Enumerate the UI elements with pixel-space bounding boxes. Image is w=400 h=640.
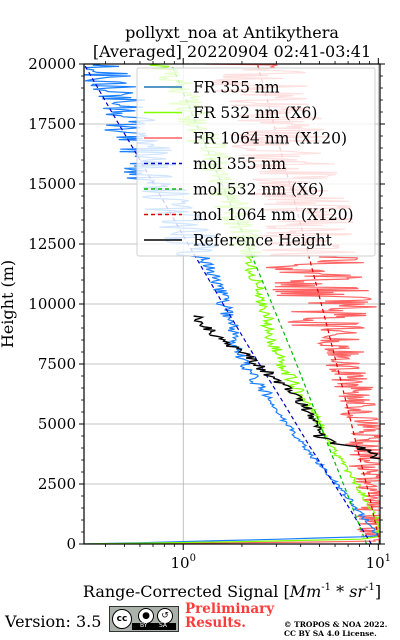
y-tick-label: 7500	[38, 355, 76, 373]
cc-license-badge: cc ● ↺ BY SA	[109, 606, 179, 632]
y-tick-label: 10000	[28, 295, 76, 313]
y-tick-label: 15000	[28, 175, 76, 193]
mol-532-line	[170, 64, 368, 544]
y-axis-label: Height (m)	[0, 260, 17, 348]
by-label: BY	[140, 622, 148, 629]
mol-1064-line	[256, 64, 380, 544]
copyright-line-1: © TROPOS & NOA 2022.	[284, 620, 388, 629]
preliminary-line-2: Results.	[185, 615, 246, 631]
axis-ticks: 0 2500 5000 7500 10000 12500 15000 17500 20000 10…	[28, 55, 391, 572]
copyright-notice: © TROPOS & NOA 2022. CC BY SA 4.0 Licens…	[284, 620, 387, 638]
version-label: Version: 3.5	[5, 612, 102, 631]
y-tick-label: 2500	[38, 475, 76, 493]
mol-355-line	[84, 64, 372, 544]
x-axis-label: Range-Corrected Signal [Mm-1 * sr-1]	[83, 582, 381, 601]
footer: Version: 3.5 cc ● ↺ BY SA Preliminary Re…	[0, 602, 400, 640]
x-tick-label: 101	[366, 553, 391, 572]
chart-title: pollyxt_noa at Antikythera	[125, 23, 339, 42]
legend-label: FR 355 nm	[193, 79, 280, 97]
x-tick-label: 100	[170, 553, 195, 572]
legend-label: Reference Height	[193, 232, 333, 250]
license-strip	[132, 623, 176, 630]
sa-share-icon: ↺	[157, 608, 173, 624]
y-tick-label: 5000	[38, 415, 76, 433]
y-tick-label: 12500	[28, 235, 76, 253]
preliminary-notice: Preliminary Results.	[185, 602, 274, 630]
legend-label: FR 1064 nm (X120)	[193, 130, 347, 148]
legend-label: mol 355 nm	[193, 155, 286, 173]
legend-label: FR 532 nm (X6)	[193, 104, 317, 122]
copyright-line-2: CC BY SA 4.0 License.	[284, 629, 377, 638]
y-tick-label: 20000	[28, 55, 76, 73]
chart-subtitle: [Averaged] 20220904 02:41-03:41	[93, 42, 371, 61]
cc-icon: cc	[112, 609, 132, 629]
legend-label: mol 1064 nm (X120)	[193, 206, 354, 224]
sa-label: SA	[159, 622, 168, 629]
legend-label: mol 532 nm (X6)	[193, 181, 324, 199]
y-tick-label: 0	[66, 535, 76, 553]
reference-height-line	[193, 315, 380, 460]
preliminary-line-1: Preliminary	[185, 601, 275, 617]
lidar-profile-chart: pollyxt_noa at Antikythera [Averaged] 20…	[0, 23, 391, 601]
legend: FR 355 nm FR 532 nm (X6) FR 1064 nm (X120)…	[136, 67, 376, 257]
legend-box	[136, 67, 376, 257]
y-tick-label: 17500	[28, 115, 76, 133]
